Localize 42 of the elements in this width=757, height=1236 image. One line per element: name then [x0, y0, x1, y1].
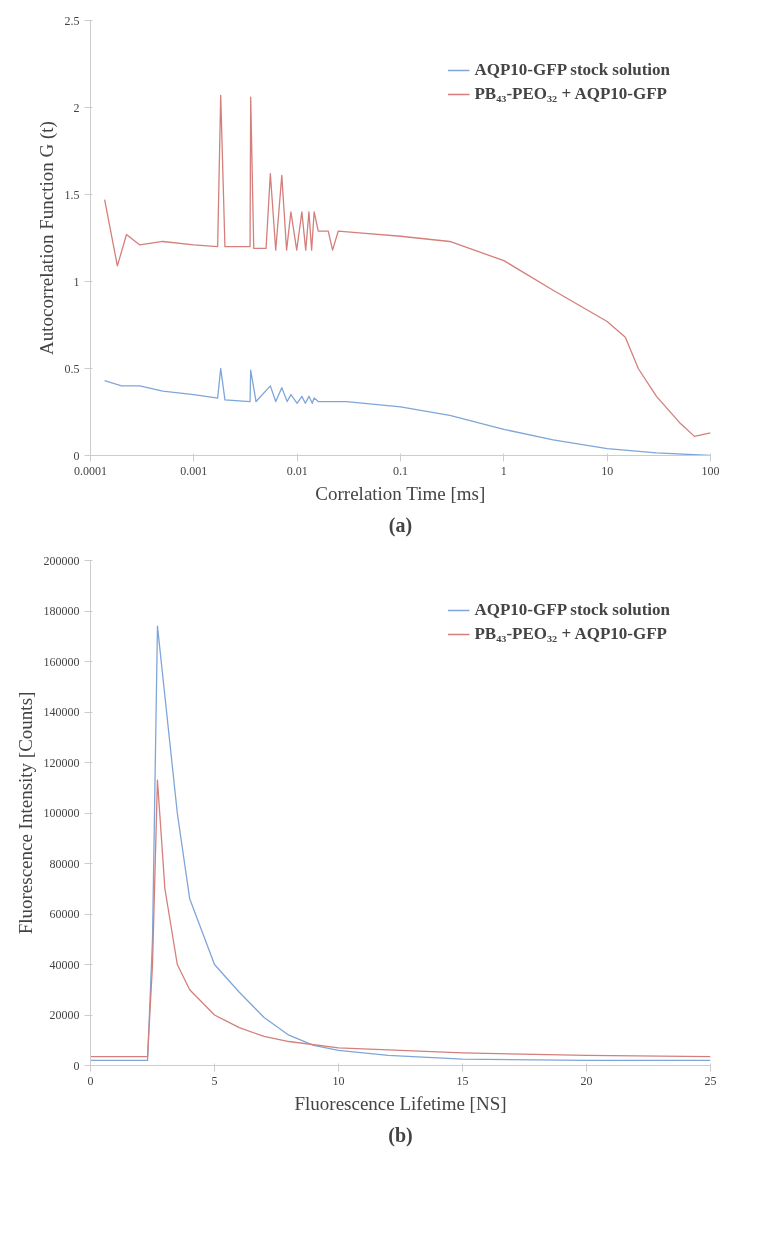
x-tick-label: 0.001 — [180, 463, 208, 478]
y-tick-label: 140000 — [43, 705, 80, 719]
y-tick-label: 1 — [73, 274, 80, 289]
y-tick-label: 80000 — [49, 856, 80, 871]
y-tick-label: 120000 — [43, 755, 80, 770]
y-tick-label: 100000 — [43, 806, 80, 820]
text: (a) — [388, 513, 413, 537]
y-tick-label: 40000 — [49, 957, 80, 972]
y-axis-title: Fluorescence Intensity [Counts] — [14, 691, 36, 935]
x-tick-label: 20 — [580, 1073, 593, 1088]
x-tick-label: 1 — [500, 463, 507, 478]
y-tick-label: 60000 — [49, 907, 80, 921]
y-axis-title: Autocorrelation Function G (t) — [35, 121, 58, 355]
text: (b) — [388, 1123, 413, 1147]
y-tick-label: 1.5 — [64, 187, 80, 202]
legend-label: AQP10-GFP stock solution — [474, 600, 670, 620]
x-tick-label: 5 — [211, 1073, 218, 1088]
y-tick-label: 160000 — [43, 654, 80, 669]
y-tick-label: 200000 — [43, 553, 80, 568]
legend-label: PB₄₃-PEO₃₂ + AQP10-GFP — [474, 624, 667, 644]
y-tick-label: 0 — [73, 1058, 80, 1073]
x-tick-label: 0.01 — [286, 463, 308, 478]
y-tick-label: 2.5 — [64, 13, 80, 28]
x-tick-label: 10 — [332, 1073, 345, 1088]
x-tick-label: 10 — [601, 463, 614, 478]
y-tick-label: 2 — [73, 100, 80, 115]
y-tick-label: 20000 — [49, 1008, 80, 1022]
x-tick-label: 0 — [87, 1073, 94, 1088]
line-series — [90, 779, 711, 1058]
line-series — [90, 625, 711, 1062]
x-tick-label: 0.0001 — [74, 463, 107, 478]
x-axis-title: Fluorescence Lifetime [NS] — [294, 1092, 507, 1114]
y-tick-label: 0.5 — [64, 361, 80, 376]
x-axis-title: Correlation Time [ms] — [315, 482, 486, 504]
x-tick-label: 25 — [704, 1073, 717, 1088]
x-tick-label: 15 — [456, 1073, 469, 1088]
legend-label: AQP10-GFP stock solution — [474, 60, 670, 80]
y-tick-label: 180000 — [43, 604, 80, 618]
legend-label: PB₄₃-PEO₃₂ + AQP10-GFP — [474, 84, 667, 104]
x-tick-label: 0.1 — [393, 463, 408, 478]
x-tick-label: 100 — [701, 463, 720, 478]
y-tick-label: 0 — [73, 448, 80, 463]
